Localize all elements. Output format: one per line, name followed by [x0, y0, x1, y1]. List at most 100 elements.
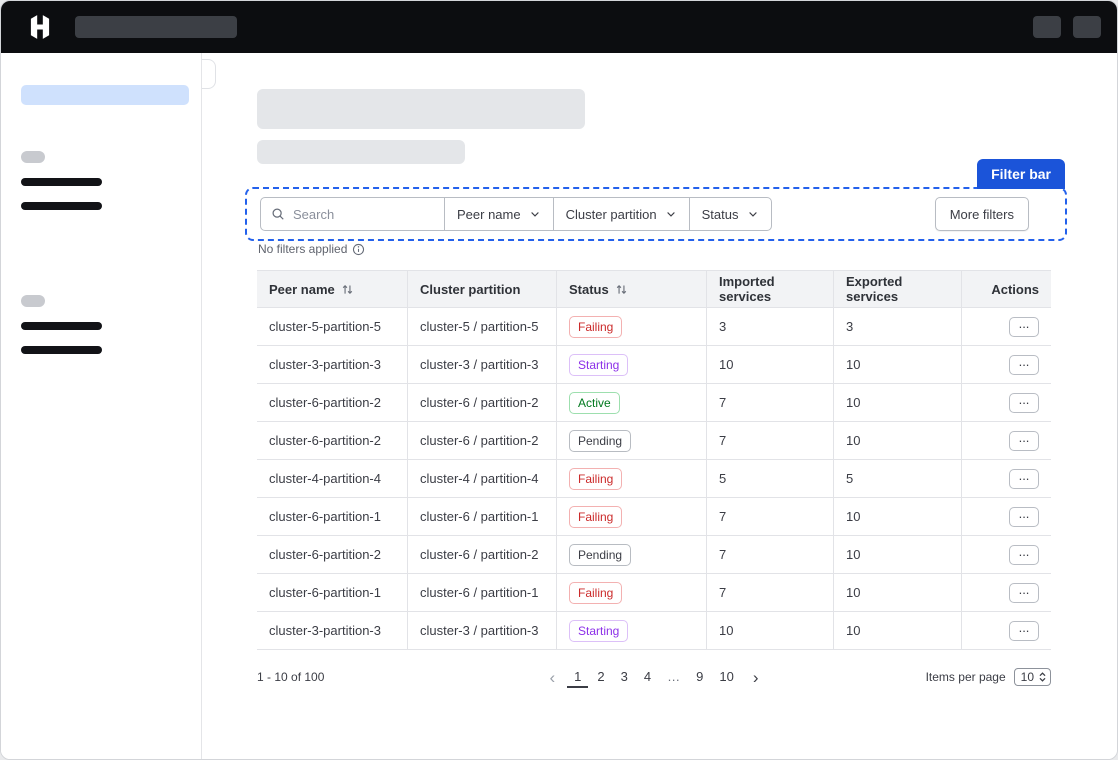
status-badge: Failing — [569, 505, 623, 528]
pagination-pages: 1 2 3 4 … 9 10 — [567, 667, 741, 688]
sidebar-item-skeleton — [21, 178, 102, 186]
exported-services-cell: 10 — [834, 346, 962, 383]
actions-cell: ... — [962, 536, 1051, 573]
status-cell: Active — [557, 384, 707, 421]
exported-services-cell: 10 — [834, 612, 962, 649]
sidebar-section-label-skeleton — [21, 151, 45, 163]
actions-cell: ... — [962, 384, 1051, 421]
table-row: cluster-6-partition-1 cluster-6 / partit… — [257, 497, 1051, 535]
row-actions-button[interactable]: ... — [1009, 620, 1039, 641]
search-input[interactable] — [293, 206, 428, 222]
sort-icon — [341, 283, 354, 296]
pagination-page-9[interactable]: 9 — [696, 668, 704, 684]
table-footer: 1 - 10 of 100 ‹ 1 2 3 4 … 9 10 › Items per pag… — [257, 665, 1051, 689]
ellipsis-icon: ... — [1018, 544, 1030, 559]
items-per-page-label: Items per page — [925, 670, 1006, 684]
exported-services-cell: 5 — [834, 460, 962, 497]
row-actions-button[interactable]: ... — [1009, 430, 1039, 451]
cluster-partition-cell: cluster-6 / partition-2 — [408, 384, 557, 421]
pagination-page-1[interactable]: 1 — [567, 667, 589, 688]
peers-table: Peer name Cluster partition Status — [257, 270, 1051, 650]
table-row: cluster-3-partition-3 cluster-3 / partit… — [257, 345, 1051, 383]
sidebar-item-skeleton — [21, 202, 102, 210]
actions-cell: ... — [962, 498, 1051, 535]
column-label: Exported services — [846, 274, 903, 304]
pagination: ‹ 1 2 3 4 … 9 10 › — [427, 667, 881, 688]
column-header-imported-services: Imported services — [707, 271, 834, 307]
peer-name-cell: cluster-6-partition-1 — [257, 498, 408, 535]
dropdown-label: Status — [701, 206, 739, 222]
cluster-partition-cell: cluster-3 / partition-3 — [408, 612, 557, 649]
items-per-page-value: 10 — [1020, 670, 1034, 684]
row-actions-button[interactable]: ... — [1009, 582, 1039, 603]
column-label: Cluster partition — [420, 281, 521, 297]
top-nav — [1, 1, 1117, 53]
pagination-page-3[interactable]: 3 — [620, 668, 628, 684]
chevron-down-icon — [665, 208, 677, 220]
more-filters-button[interactable]: More filters — [934, 197, 1029, 231]
ellipsis-icon: ... — [1018, 506, 1030, 521]
imported-services-cell: 10 — [707, 346, 834, 383]
ellipsis-icon: ... — [1018, 468, 1030, 483]
column-label: Imported services — [719, 274, 775, 304]
search-field[interactable] — [260, 197, 445, 231]
peer-name-filter-dropdown[interactable]: Peer name — [444, 197, 554, 231]
peer-name-cell: cluster-6-partition-2 — [257, 384, 408, 421]
imported-services-cell: 10 — [707, 612, 834, 649]
status-cell: Failing — [557, 308, 707, 345]
actions-cell: ... — [962, 346, 1051, 383]
status-badge: Failing — [569, 467, 623, 490]
page-subtitle-skeleton — [257, 140, 465, 164]
hashicorp-logo-icon[interactable] — [27, 14, 53, 40]
status-cell: Starting — [557, 612, 707, 649]
search-icon — [271, 207, 285, 221]
sidebar-toggle[interactable] — [202, 59, 216, 89]
table-row: cluster-6-partition-2 cluster-6 / partit… — [257, 383, 1051, 421]
column-header-actions: Actions — [962, 271, 1051, 307]
status-cell: Failing — [557, 498, 707, 535]
global-search-skeleton — [75, 16, 237, 38]
filter-status: No filters applied — [258, 242, 365, 256]
ellipsis-icon: ... — [1018, 582, 1030, 597]
items-per-page: Items per page 10 — [881, 668, 1051, 686]
actions-cell: ... — [962, 612, 1051, 649]
row-actions-button[interactable]: ... — [1009, 354, 1039, 375]
column-header-cluster-partition: Cluster partition — [408, 271, 557, 307]
status-cell: Pending — [557, 536, 707, 573]
page-title-skeleton — [257, 89, 585, 129]
column-header-status[interactable]: Status — [557, 271, 707, 307]
ellipsis-icon: ... — [1018, 620, 1030, 635]
pagination-prev[interactable]: ‹ — [549, 667, 556, 687]
row-actions-button[interactable]: ... — [1009, 316, 1039, 337]
peer-name-cell: cluster-3-partition-3 — [257, 346, 408, 383]
items-per-page-select[interactable]: 10 — [1013, 668, 1051, 686]
chevron-down-icon — [529, 208, 541, 220]
table-row: cluster-6-partition-2 cluster-6 / partit… — [257, 535, 1051, 573]
exported-services-cell: 10 — [834, 422, 962, 459]
row-actions-button[interactable]: ... — [1009, 506, 1039, 527]
results-range: 1 - 10 of 100 — [257, 670, 325, 684]
ellipsis-icon: ... — [1018, 430, 1030, 445]
exported-services-cell: 3 — [834, 308, 962, 345]
table-header: Peer name Cluster partition Status — [257, 270, 1051, 307]
row-actions-button[interactable]: ... — [1009, 392, 1039, 413]
row-actions-button[interactable]: ... — [1009, 544, 1039, 565]
cluster-partition-cell: cluster-4 / partition-4 — [408, 460, 557, 497]
status-badge: Active — [569, 391, 620, 414]
pagination-page-2[interactable]: 2 — [597, 668, 605, 684]
status-badge: Starting — [569, 353, 629, 376]
pagination-next[interactable]: › — [752, 667, 759, 687]
table-row: cluster-6-partition-1 cluster-6 / partit… — [257, 573, 1051, 611]
peer-name-cell: cluster-6-partition-2 — [257, 422, 408, 459]
pagination-page-10[interactable]: 10 — [719, 668, 734, 684]
row-actions-button[interactable]: ... — [1009, 468, 1039, 489]
cluster-partition-filter-dropdown[interactable]: Cluster partition — [552, 197, 690, 231]
actions-cell: ... — [962, 308, 1051, 345]
status-cell: Starting — [557, 346, 707, 383]
column-header-peer-name[interactable]: Peer name — [257, 271, 408, 307]
table-row: cluster-4-partition-4 cluster-4 / partit… — [257, 459, 1051, 497]
status-badge: Pending — [569, 543, 632, 566]
status-filter-dropdown[interactable]: Status — [688, 197, 772, 231]
pagination-page-4[interactable]: 4 — [643, 668, 652, 684]
info-icon[interactable] — [352, 243, 365, 256]
